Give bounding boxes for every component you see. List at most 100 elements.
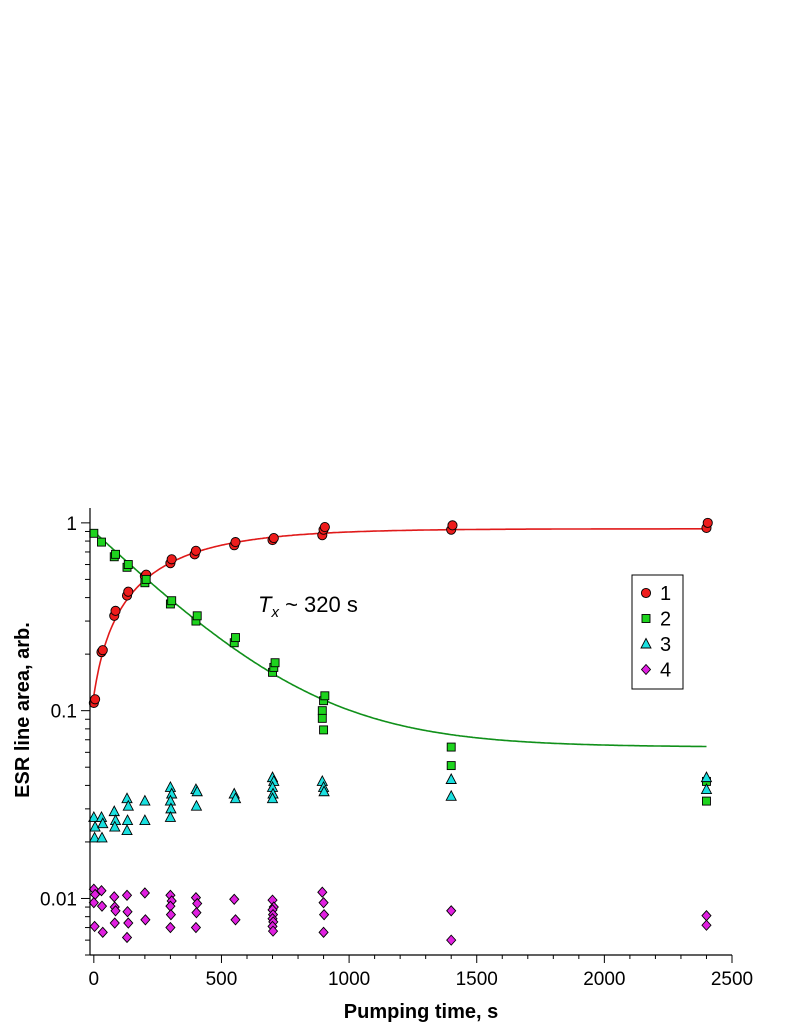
data-point-series-4 [318,896,329,909]
data-point-series-3 [96,831,108,843]
data-point-series-2 [231,633,240,643]
legend-marker-series-4 [640,663,652,676]
data-point-series-3 [700,771,713,783]
data-point-series-4 [267,925,279,937]
data-point-series-4 [139,887,150,899]
data-point-series-3 [229,792,242,804]
y-tick-label: 0.01 [40,889,77,910]
series-2-points [89,528,711,806]
x-tick-label: 1000 [328,969,370,990]
data-point-series-2 [141,574,151,584]
data-point-series-1 [268,533,279,544]
data-point-series-4 [190,921,202,934]
data-point-series-4 [446,905,457,917]
data-point-series-1 [123,586,134,597]
data-point-series-4 [229,893,240,905]
data-point-series-2 [446,761,456,771]
time-constant-annotation: Tx ~ 320 s [258,592,358,621]
data-point-series-4 [89,920,100,933]
x-axis: 0 500 1000 1500 2000 2500 [89,954,753,990]
data-point-series-2 [97,537,106,547]
y-axis: 0.01 0.1 1 [40,508,91,956]
legend-marker-series-3 [640,637,652,649]
fit-curve-series-2 [93,530,707,748]
legend-label-series-3: 3 [660,634,671,656]
data-point-series-3 [266,792,279,804]
x-tick-label: 1500 [456,969,498,990]
data-point-series-4 [318,926,329,939]
x-tick-label: 0 [89,969,100,990]
data-point-series-3 [700,783,713,795]
y-tick-label: 0.1 [51,702,77,723]
data-point-series-4 [446,934,457,946]
legend-label-series-4: 4 [660,660,671,682]
annotation-subscript: x [270,604,279,621]
data-point-series-1 [97,645,108,656]
data-point-series-2 [702,796,711,806]
data-point-series-2 [167,596,177,606]
data-point-series-3 [88,831,101,843]
data-point-series-2 [192,611,202,621]
data-point-series-3 [121,824,133,835]
data-point-series-4 [97,926,108,939]
data-point-series-1 [90,694,101,705]
data-point-series-4 [191,907,202,919]
data-point-series-2 [89,528,99,538]
data-point-series-2 [317,706,327,716]
data-point-series-1 [166,554,177,565]
data-point-series-3 [108,805,120,817]
data-point-series-3 [122,799,135,811]
legend-marker-series-2 [641,614,651,623]
data-point-series-2 [111,549,120,559]
fit-curves [93,528,707,748]
data-point-series-4 [110,905,121,917]
series-1-points [88,517,713,708]
data-point-series-3 [97,817,109,829]
x-tick-label: 2000 [583,969,625,990]
data-point-series-4 [165,921,176,934]
data-point-series-4 [88,896,99,909]
data-point-series-3 [318,785,330,797]
data-point-series-1 [110,605,121,616]
data-point-series-3 [121,792,133,804]
data-point-series-3 [109,820,121,832]
x-tick-label: 2500 [711,969,753,990]
data-point-series-4 [317,886,328,898]
data-point-series-1 [702,517,713,528]
data-point-series-1 [230,537,241,548]
data-point-series-4 [122,906,133,918]
legend-box [631,574,684,690]
data-point-series-3 [164,810,177,822]
data-point-series-4 [318,908,330,921]
data-point-series-2 [446,742,456,752]
y-tick-label: 1 [66,514,77,535]
data-point-series-2 [123,560,133,569]
data-point-series-4 [701,919,712,931]
data-point-series-4 [123,917,134,929]
legend-label-series-1: 1 [660,583,671,605]
data-point-series-3 [139,794,151,806]
data-point-series-3 [89,820,101,832]
legend-marker-series-1 [640,587,652,599]
data-point-series-3 [191,785,203,797]
data-points [88,517,713,946]
data-point-series-3 [88,810,100,822]
data-point-series-2 [317,713,327,723]
series-3-points [88,771,713,843]
data-point-series-4 [701,909,712,922]
data-point-series-3 [121,814,134,825]
x-tick-label: 500 [206,969,238,990]
x-axis-title: Pumping time, s [344,1001,498,1023]
data-point-series-4 [140,914,151,926]
legend-label-series-2: 2 [660,609,671,631]
data-point-series-3 [190,799,203,811]
y-axis-title: ESR line area, arb. [12,622,34,798]
data-point-series-2 [319,725,329,735]
data-point-series-3 [445,773,457,784]
data-point-series-4 [121,889,133,901]
data-point-series-4 [165,908,177,921]
data-point-series-4 [96,885,107,897]
annotation-text: ~ 320 s [279,592,358,617]
data-point-series-2 [270,658,280,668]
